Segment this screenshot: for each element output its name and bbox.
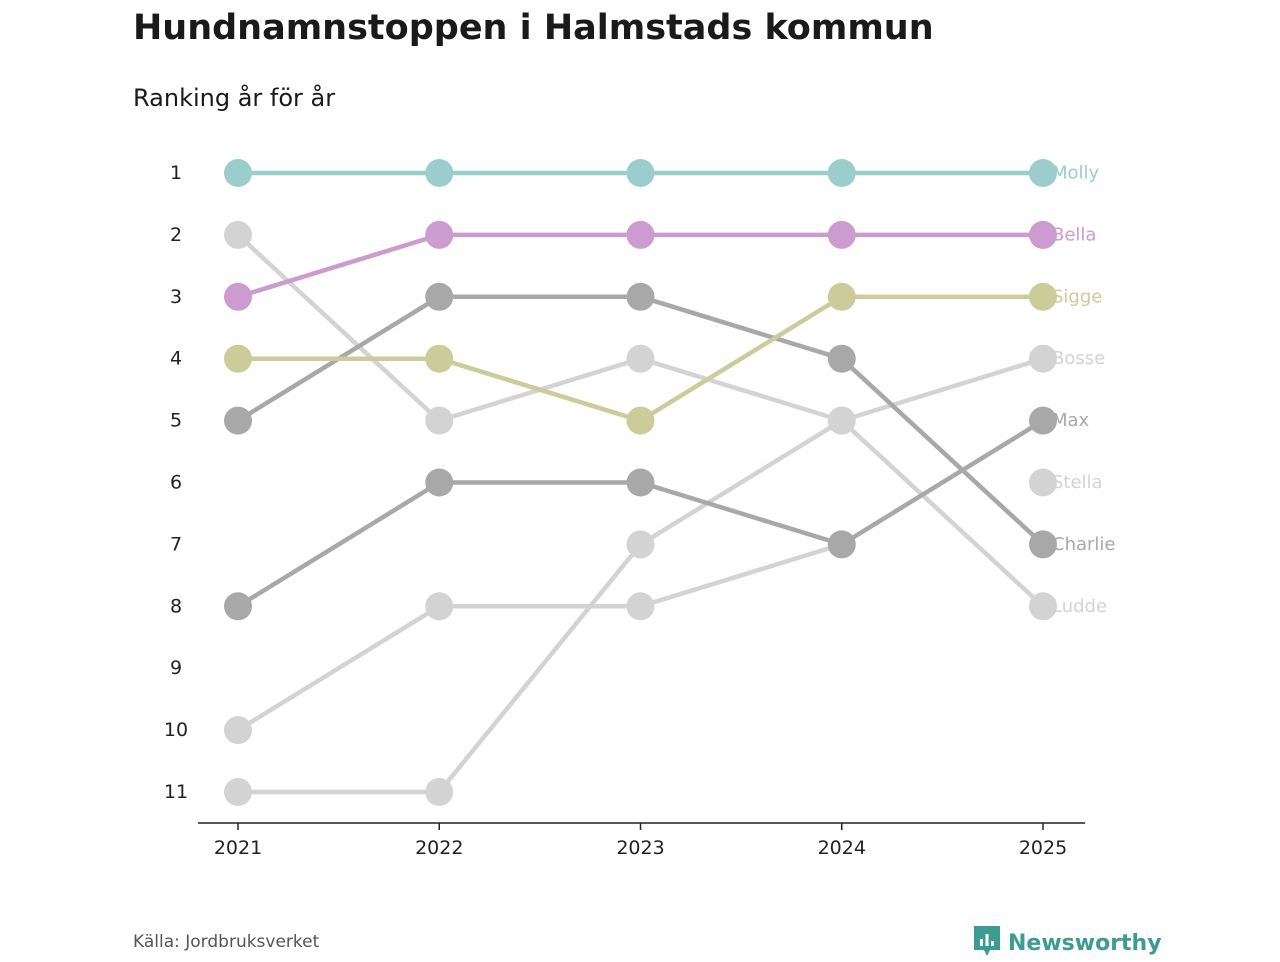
data-point-unnamed (626, 592, 655, 621)
data-point-ludde (626, 344, 655, 373)
y-tick-label: 11 (164, 781, 188, 803)
series-line-max (236, 418, 1045, 609)
y-tick-label: 9 (170, 657, 182, 679)
y-tick-label: 4 (170, 348, 182, 370)
series-label-max: Max (1052, 410, 1090, 431)
data-point-ludde (827, 406, 856, 435)
y-tick-label: 10 (164, 719, 188, 741)
brand-name: Newsworthy (1008, 930, 1162, 956)
chart-subtitle: Ranking år för år (133, 84, 336, 112)
x-tick-label: 2022 (415, 837, 463, 859)
data-point-molly (425, 159, 454, 187)
data-point-charlie (827, 344, 856, 373)
data-point-stella (1029, 468, 1057, 497)
y-tick-label: 6 (170, 472, 182, 494)
data-point-max (626, 468, 655, 497)
y-tick-label: 8 (170, 595, 182, 617)
data-point-unnamed (224, 716, 252, 745)
data-point-bosse (1029, 344, 1057, 373)
data-point-bosse (626, 530, 655, 559)
series-label-bosse: Bosse (1052, 348, 1105, 369)
data-point-molly (827, 159, 856, 187)
data-point-bella (827, 220, 856, 249)
data-point-sigge (425, 344, 454, 373)
y-tick-label: 3 (170, 286, 182, 308)
data-point-charlie (224, 406, 252, 435)
data-point-sigge (224, 344, 252, 373)
data-point-bella (425, 220, 454, 249)
x-axis: 2021 2022 2023 2024 2025 (214, 823, 1067, 859)
chart-title: Hundnamnstoppen i Halmstads kommun (133, 8, 934, 48)
series-points (224, 159, 1057, 806)
data-point-bella (1029, 220, 1057, 249)
series-label-sigge: Sigge (1052, 286, 1102, 307)
data-point-bosse (224, 778, 252, 806)
data-point-bella (224, 282, 252, 311)
series-line-unnamed (236, 542, 843, 733)
source-note: Källa: Jordbruksverket (133, 932, 320, 952)
data-point-molly (626, 159, 655, 187)
data-point-ludde (224, 220, 252, 249)
series-label-bella: Bella (1052, 224, 1096, 245)
y-axis: 1 2 3 4 5 6 7 8 9 10 11 (164, 162, 188, 803)
brand[interactable]: Newsworthy (972, 924, 1162, 962)
series-label-molly: Molly (1052, 163, 1100, 184)
data-point-unnamed (425, 592, 454, 621)
bar-chart-speech-bubble-icon (972, 924, 1002, 962)
data-point-max (827, 530, 856, 559)
data-point-max (224, 592, 252, 621)
data-point-sigge (626, 406, 655, 435)
y-tick-label: 5 (170, 410, 182, 432)
data-point-sigge (1029, 282, 1057, 311)
y-tick-label: 2 (170, 224, 182, 246)
data-point-molly (1029, 159, 1057, 187)
x-tick-label: 2025 (1019, 837, 1067, 859)
data-point-ludde (425, 406, 454, 435)
data-point-ludde (1029, 592, 1057, 621)
x-tick-label: 2021 (214, 837, 262, 859)
y-tick-label: 1 (170, 162, 182, 184)
series-label-charlie: Charlie (1052, 534, 1115, 555)
data-point-bosse (425, 778, 454, 806)
data-point-bella (626, 220, 655, 249)
series-label-ludde: Ludde (1052, 596, 1107, 617)
series-label-stella: Stella (1052, 472, 1103, 493)
data-point-max (1029, 406, 1057, 435)
x-tick-label: 2024 (818, 837, 866, 859)
data-point-charlie (425, 282, 454, 311)
data-point-sigge (827, 282, 856, 311)
data-point-molly (224, 159, 252, 187)
x-tick-label: 2023 (616, 837, 664, 859)
series-labels: Molly Bella Sigge Bosse Max Stella Charlie Ludd… (1052, 163, 1115, 617)
data-point-max (425, 468, 454, 497)
data-point-charlie (626, 282, 655, 311)
y-tick-label: 7 (170, 533, 182, 555)
data-point-charlie (1029, 530, 1057, 559)
